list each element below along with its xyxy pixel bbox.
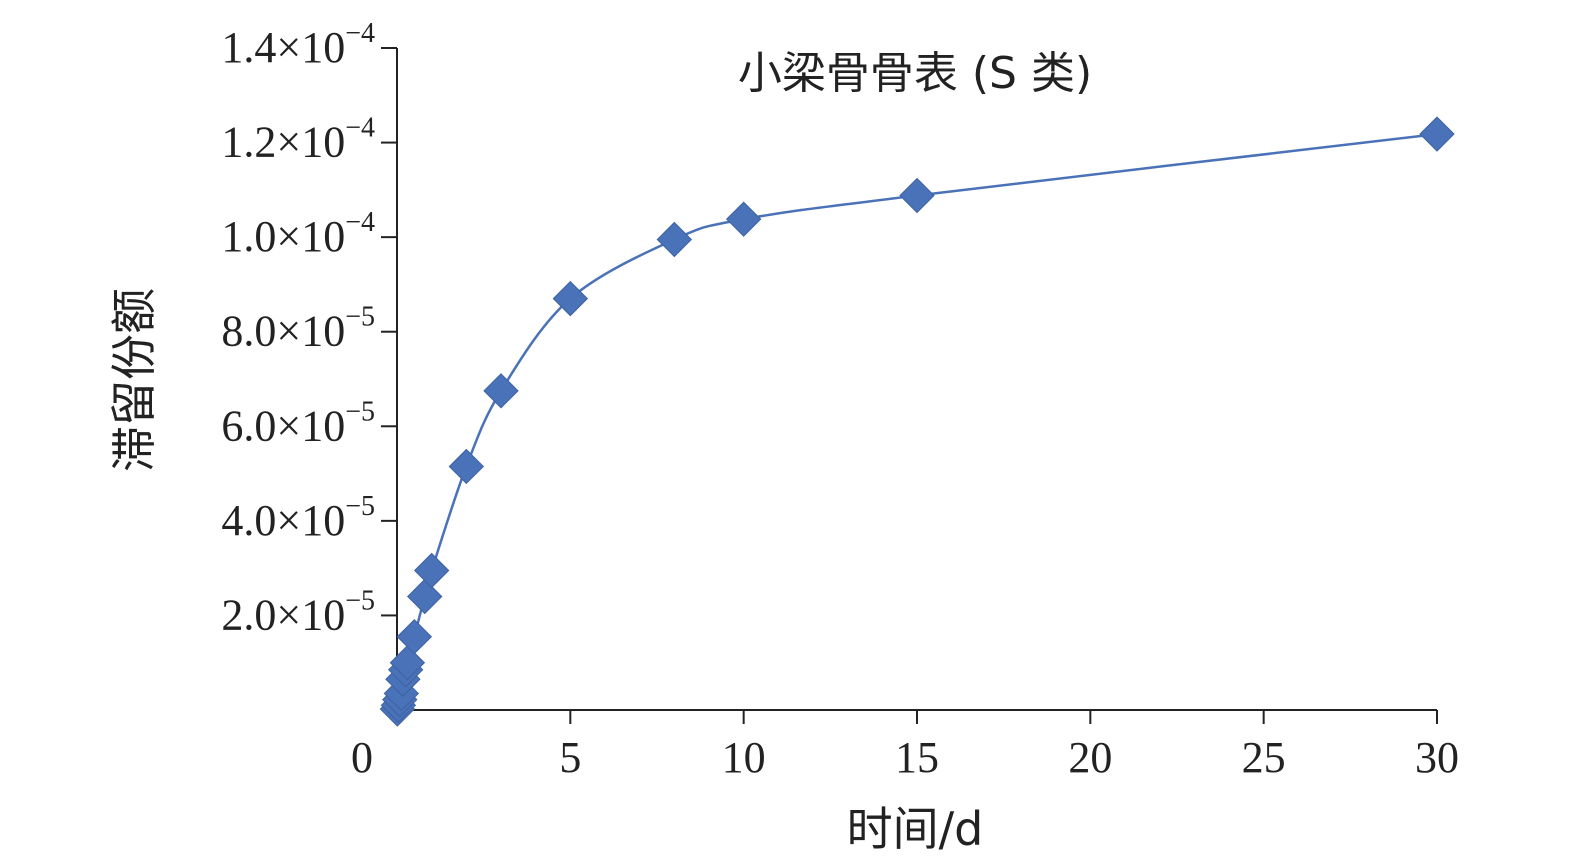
y-tick-exponent: −5 bbox=[345, 585, 375, 616]
chart-title: 小梁骨骨表 (S 类) bbox=[738, 48, 1092, 99]
y-tick-label: 1.0×10−4 bbox=[221, 207, 375, 261]
axes bbox=[396, 48, 1437, 711]
y-tick-mantissa: 1.0×10 bbox=[221, 212, 345, 261]
x-tick-label: 5 bbox=[559, 733, 581, 782]
y-tick-label: 4.0×10−5 bbox=[221, 491, 375, 545]
y-tick-label: 2.0×10−5 bbox=[221, 585, 375, 639]
data-point-diamond bbox=[389, 645, 426, 681]
data-point-diamond bbox=[899, 177, 935, 214]
x-ticks: 0 5 10 15 20 25 30 bbox=[351, 710, 1459, 782]
data-point-diamond bbox=[725, 201, 762, 237]
y-tick-mantissa: 1.4×10 bbox=[221, 23, 345, 72]
x-tick-label: 10 bbox=[722, 733, 766, 782]
x-tick-label: 30 bbox=[1415, 733, 1459, 782]
y-tick-exponent: −4 bbox=[345, 207, 375, 238]
series-curve bbox=[396, 132, 1438, 710]
y-tick-mantissa: 2.0×10 bbox=[221, 590, 345, 639]
y-tick-exponent: −4 bbox=[345, 113, 375, 144]
y-tick-label: 1.4×10−4 bbox=[221, 18, 375, 72]
y-tick-exponent: −5 bbox=[345, 302, 375, 333]
y-tick-label: 8.0×10−5 bbox=[221, 302, 375, 356]
y-tick-mantissa: 1.2×10 bbox=[221, 118, 345, 167]
data-point-diamond bbox=[656, 221, 693, 258]
x-axis-title: 时间/d bbox=[847, 802, 984, 856]
y-tick-exponent: −4 bbox=[345, 18, 375, 49]
y-tick-exponent: −5 bbox=[345, 396, 375, 427]
x-tick-label: 20 bbox=[1068, 733, 1112, 782]
data-point-diamond bbox=[407, 578, 443, 615]
data-point-diamond bbox=[1419, 116, 1455, 152]
data-points bbox=[379, 116, 1455, 727]
y-tick-exponent: −5 bbox=[345, 491, 375, 522]
y-tick-mantissa: 4.0×10 bbox=[221, 496, 345, 545]
data-point-diamond bbox=[396, 619, 433, 655]
y-ticks: 2.0×10−54.0×10−56.0×10−58.0×10−51.0×10−4… bbox=[221, 18, 397, 639]
y-axis-title: 滞留份额 bbox=[107, 288, 161, 472]
data-point-diamond bbox=[413, 552, 450, 589]
x-tick-label: 15 bbox=[895, 733, 939, 782]
y-tick-mantissa: 6.0×10 bbox=[221, 401, 345, 450]
x-tick-label: 25 bbox=[1242, 733, 1286, 782]
data-point-diamond bbox=[552, 280, 589, 317]
x-tick-label: 0 bbox=[351, 733, 373, 782]
data-point-diamond bbox=[483, 373, 519, 409]
y-tick-mantissa: 8.0×10 bbox=[221, 307, 345, 356]
y-tick-label: 6.0×10−5 bbox=[221, 396, 375, 450]
data-point-diamond bbox=[448, 448, 485, 485]
y-tick-label: 1.2×10−4 bbox=[221, 113, 375, 167]
